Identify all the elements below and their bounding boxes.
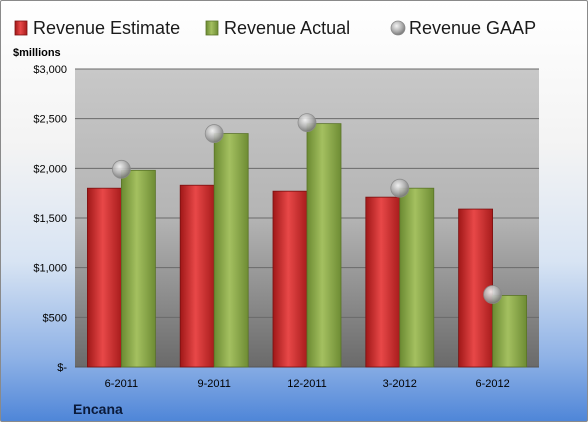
bar-revenue-estimate: [179, 184, 215, 368]
legend-swatch: [14, 20, 28, 36]
bar-revenue-actual: [492, 295, 528, 368]
y-tick-label: $1,500: [33, 213, 67, 225]
y-tick-label: $3,000: [33, 64, 67, 76]
marker-revenue-gaap: [390, 178, 410, 198]
x-tick-label: 6-2012: [475, 378, 509, 390]
legend: Revenue Estimate Revenue Actual Revenue GA…: [14, 18, 536, 38]
y-tick-label: $2,000: [33, 163, 67, 175]
bar-revenue-estimate: [87, 187, 122, 368]
x-axis-ticks: 6-2011 9-2011 12-2011 3-2012 6-2012: [105, 378, 510, 390]
marker-revenue-gaap: [297, 113, 317, 133]
gaap-markers: [112, 113, 503, 304]
bar-revenue-actual: [399, 187, 435, 368]
legend-swatch: [205, 20, 219, 36]
bar-revenue-actual: [213, 133, 249, 368]
y-unit-label: $millions: [13, 47, 61, 59]
bar-revenue-estimate: [272, 190, 308, 368]
x-tick-label: 3-2012: [383, 378, 417, 390]
bar-revenue-actual: [121, 169, 156, 368]
y-tick-label: $500: [43, 312, 67, 324]
x-tick-label: 9-2011: [197, 378, 230, 390]
y-axis-ticks: $- $500 $1,000 $1,500 $2,000 $2,500 $3,000: [33, 64, 67, 374]
marker-revenue-gaap: [204, 124, 224, 143]
legend-label: Revenue Actual: [224, 18, 350, 38]
x-tick-label: 12-2011: [287, 378, 327, 390]
bar-revenue-estimate: [365, 196, 401, 368]
marker-revenue-gaap: [112, 159, 131, 179]
legend-label: Revenue GAAP: [409, 18, 536, 38]
marker-revenue-gaap: [483, 285, 503, 304]
y-tick-label: $-: [57, 362, 67, 374]
legend-label: Revenue Estimate: [33, 18, 180, 38]
company-name: Encana: [73, 401, 123, 417]
legend-swatch: [390, 20, 406, 36]
y-tick-label: $2,500: [33, 114, 67, 126]
y-tick-label: $1,000: [33, 263, 67, 275]
bars: [87, 123, 528, 368]
x-tick-label: 6-2011: [105, 378, 138, 390]
bar-revenue-actual: [306, 123, 342, 368]
